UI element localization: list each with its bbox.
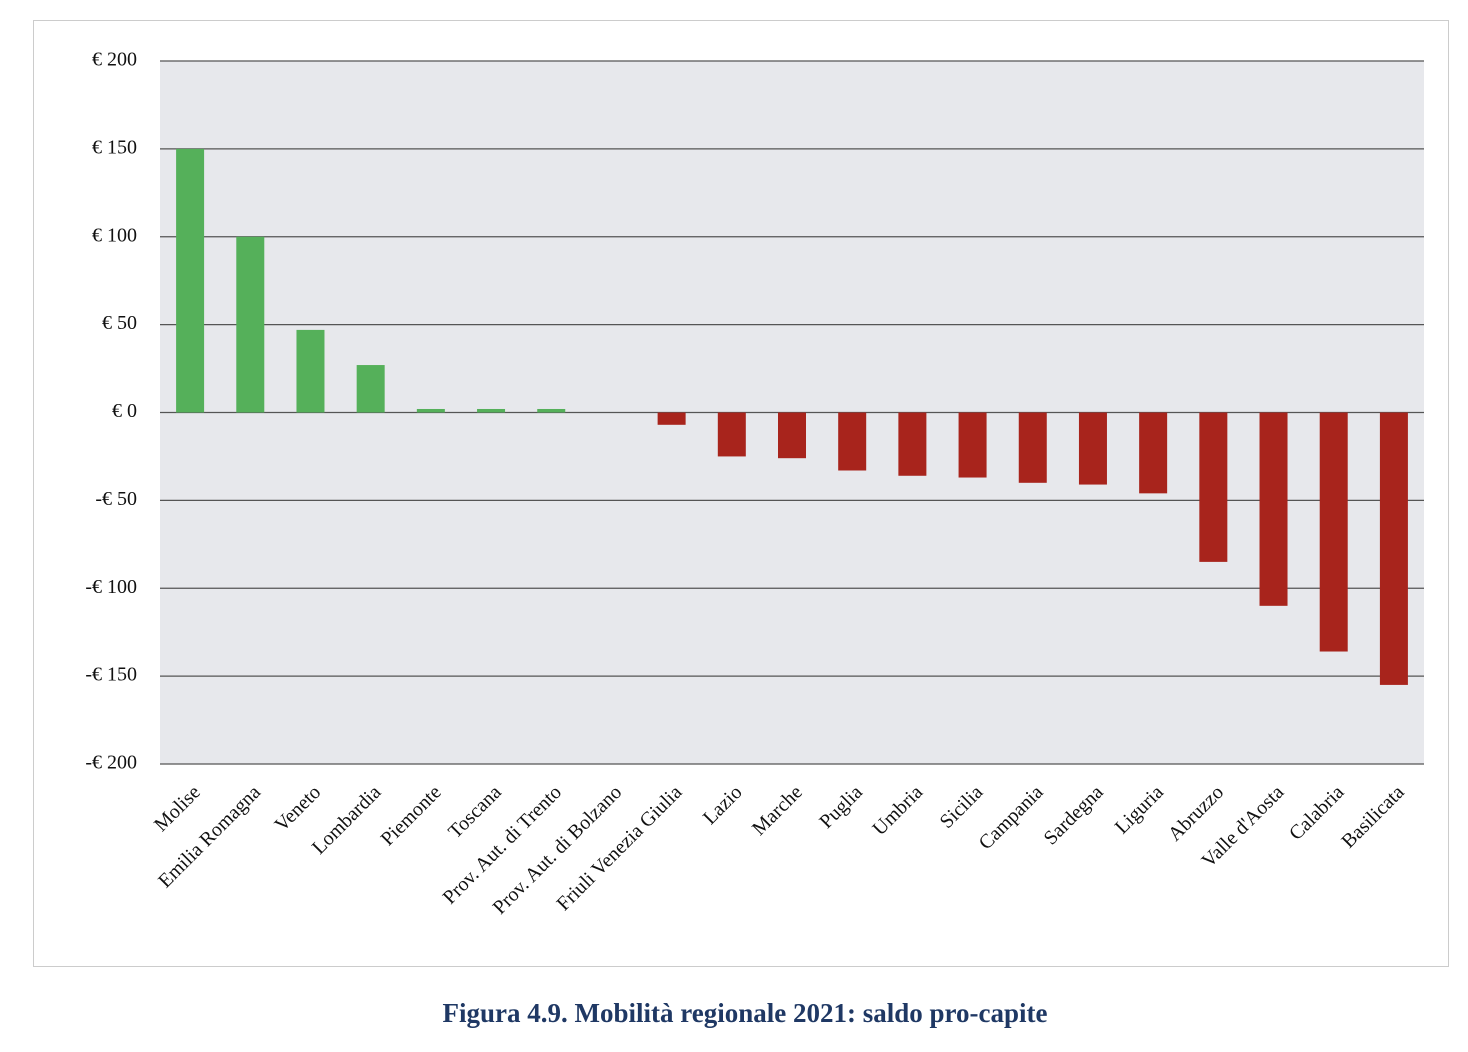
y-tick-label: -€ 200 (85, 752, 137, 774)
bar (1018, 412, 1047, 483)
y-tick-label: € 0 (112, 400, 137, 422)
y-tick-label: -€ 50 (95, 488, 137, 510)
y-tick-label: € 100 (92, 224, 137, 246)
y-tick-label: € 200 (92, 49, 137, 71)
bar (1259, 412, 1288, 606)
bar (1078, 412, 1107, 485)
bar (1139, 412, 1168, 494)
bar (657, 412, 686, 425)
bar (717, 412, 746, 457)
bar (898, 412, 927, 476)
bar (1199, 412, 1228, 562)
y-tick-label: € 50 (102, 312, 137, 334)
bar (958, 412, 987, 478)
bar (1379, 412, 1408, 685)
bar (416, 408, 445, 413)
bar (176, 148, 205, 413)
bar (1319, 412, 1348, 652)
bar (356, 365, 385, 413)
y-tick-label: -€ 150 (85, 664, 137, 686)
y-tick-label: € 150 (92, 136, 137, 158)
bar (296, 329, 325, 413)
chart-title: Figura 4.9. Mobilità regionale 2021: sal… (443, 998, 1048, 1028)
bar (236, 236, 265, 413)
bar (838, 412, 867, 471)
bar (477, 408, 506, 413)
bar (537, 408, 566, 413)
bar (778, 412, 806, 459)
y-tick-label: -€ 100 (85, 576, 137, 598)
